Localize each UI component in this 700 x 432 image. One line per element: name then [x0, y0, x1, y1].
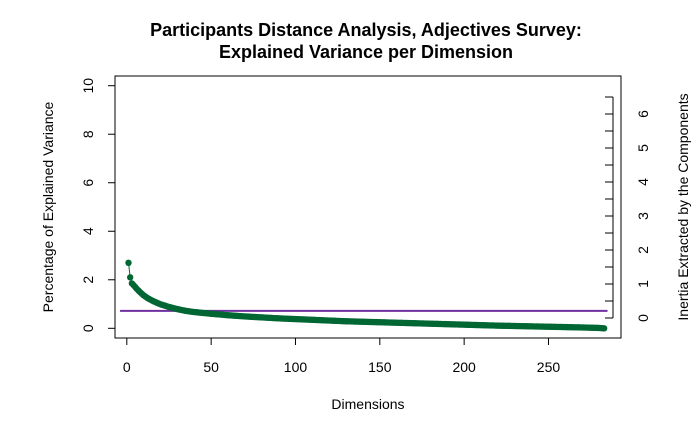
y-tick-label: 4: [80, 227, 96, 235]
right-tick-label: 4: [635, 178, 651, 186]
y-tick-label: 2: [80, 276, 96, 284]
y-axis: 0 2 4 6 8 10: [80, 78, 116, 332]
x-axis-label: Dimensions: [331, 396, 404, 412]
chart-title-line2: Explained Variance per Dimension: [219, 42, 513, 62]
y-tick-label: 0: [80, 324, 96, 332]
x-tick-label: 0: [123, 359, 131, 375]
y-axis-right-label: Inertia Extracted by the Components: [675, 93, 691, 320]
y-tick-label: 8: [80, 130, 96, 138]
x-tick-label: 200: [452, 359, 476, 375]
x-tick-label: 150: [368, 359, 392, 375]
data-point: [600, 325, 608, 332]
right-tick-label: 6: [635, 110, 651, 118]
x-tick-label: 250: [537, 359, 561, 375]
x-axis: 0 50 100 150 200 250: [123, 337, 561, 375]
x-tick-label: 100: [284, 359, 308, 375]
right-tick-label: 2: [635, 246, 651, 254]
data-point: [126, 274, 134, 281]
series-line: [128, 262, 605, 329]
data-points: [125, 259, 608, 332]
right-tick-label: 3: [635, 212, 651, 220]
right-tick-label: 5: [635, 144, 651, 152]
y-tick-label: 10: [80, 78, 96, 94]
y-tick-label: 6: [80, 179, 96, 187]
right-tick-label: 0: [635, 314, 651, 322]
y-axis-label: Percentage of Explained Variance: [40, 101, 56, 312]
chart-title-line1: Participants Distance Analysis, Adjectiv…: [150, 20, 582, 40]
plot-frame: [114, 75, 622, 339]
right-tick-label: 1: [635, 280, 651, 288]
data-point: [125, 259, 132, 266]
x-tick-label: 50: [203, 359, 219, 375]
y-axis-right: 0 1 2 3 4 5 6: [605, 96, 651, 322]
